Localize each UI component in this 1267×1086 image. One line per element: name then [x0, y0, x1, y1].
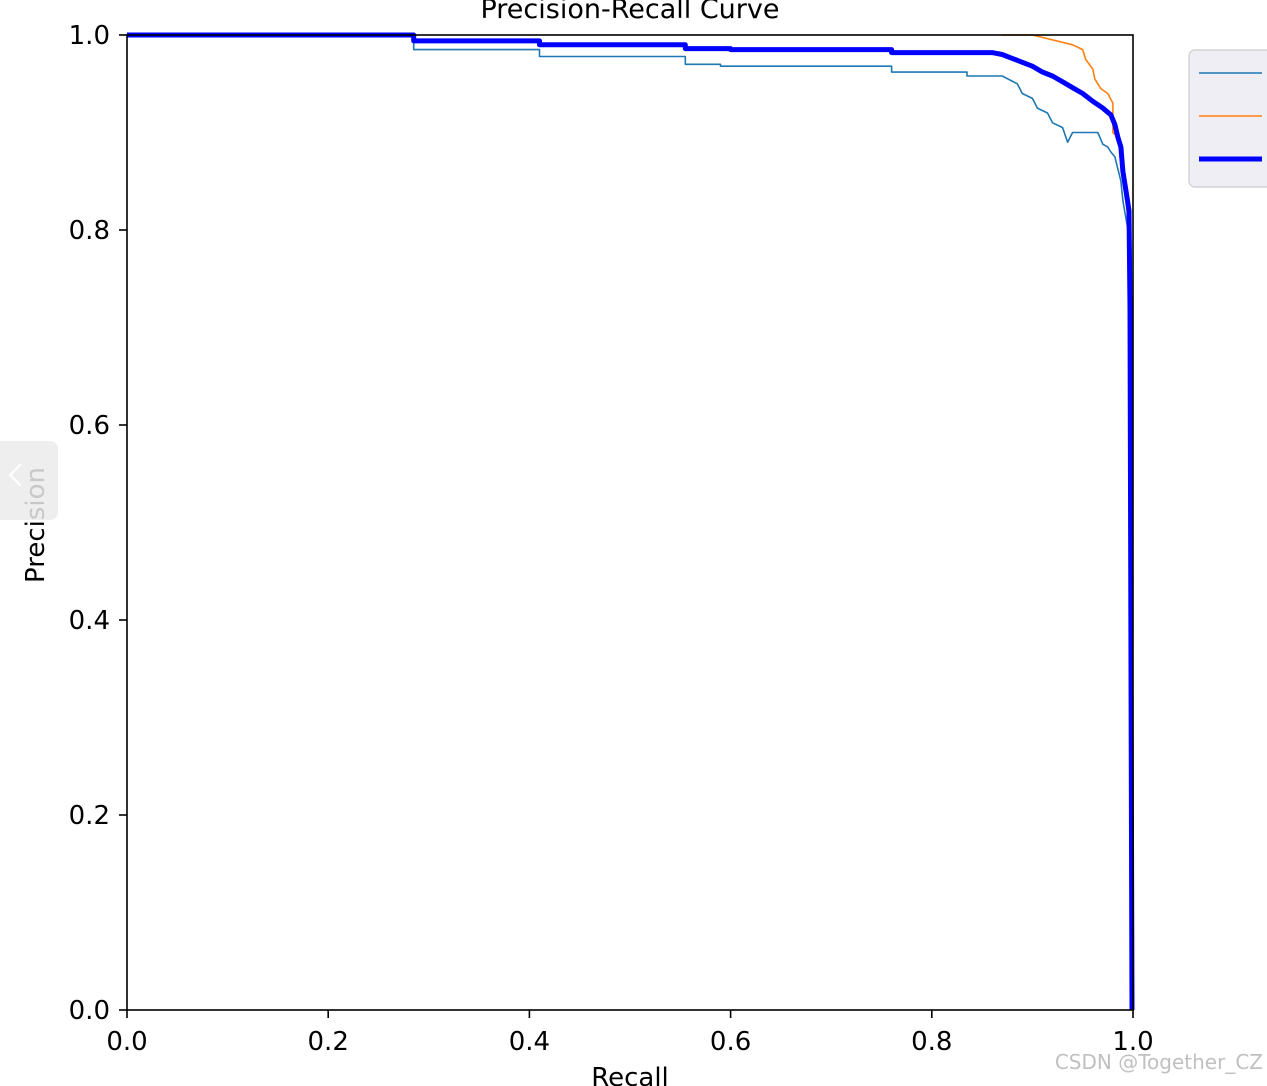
- plot-area: [126, 32, 1135, 1011]
- x-tick-label: 0.8: [911, 1027, 952, 1057]
- x-tick-label: 0.6: [710, 1027, 751, 1057]
- back-button[interactable]: [0, 441, 58, 520]
- y-tick-label: 0.8: [69, 216, 110, 246]
- watermark: CSDN @Together_CZ: [1054, 1050, 1263, 1074]
- y-tick-label: 1.0: [69, 21, 110, 51]
- x-tick-label: 1.0: [1112, 1027, 1153, 1057]
- plot-frame: [126, 34, 1134, 1011]
- y-tick-label: 0.4: [69, 606, 110, 636]
- series-line-3: [127, 32, 1135, 1011]
- legend-box: [1188, 49, 1267, 188]
- chart-title: Precision-Recall Curve: [480, 0, 779, 25]
- x-axis: 0.0 0.2 0.4 0.6 0.8 1.0: [106, 1010, 1154, 1057]
- x-tick-label: 0.0: [106, 1027, 147, 1057]
- y-tick-label: 0.6: [69, 411, 110, 441]
- series-line-1: [127, 34, 1132, 1011]
- x-axis-title: Recall: [591, 1063, 669, 1086]
- x-tick-label: 0.4: [509, 1027, 550, 1057]
- y-tick-label: 0.2: [69, 801, 110, 831]
- chevron-left-icon: [8, 463, 32, 487]
- y-axis: 0.0 0.2 0.4 0.6 0.8 1.0: [69, 21, 127, 1026]
- series-line-2: [1002, 34, 1133, 1011]
- x-tick-label: 0.2: [308, 1027, 349, 1057]
- y-tick-label: 0.0: [69, 996, 110, 1026]
- legend: [1188, 49, 1267, 188]
